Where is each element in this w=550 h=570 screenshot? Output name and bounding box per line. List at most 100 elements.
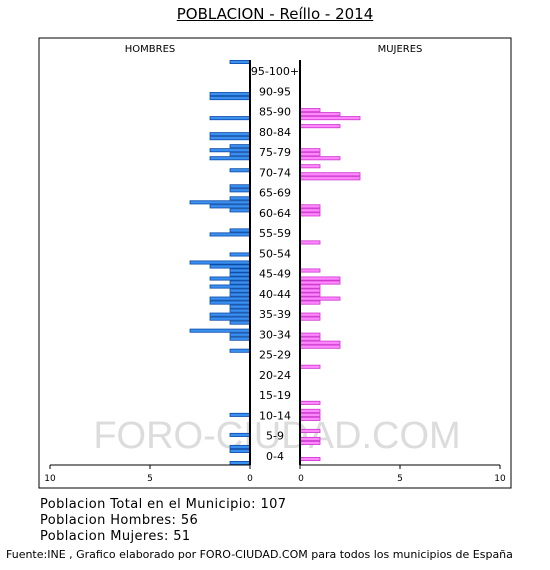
- chart-title-text: POBLACION - Reíllo - 2014: [176, 5, 374, 23]
- male-bar-age-45: [229, 280, 251, 285]
- female-bar-age-76: [299, 156, 341, 161]
- male-bar-age-46: [209, 276, 251, 281]
- male-bar-age-69: [229, 184, 251, 189]
- right-tick-label: 5: [397, 474, 403, 484]
- age-group-label: 15-19: [259, 389, 291, 402]
- source-footer: Fuente:INE , Grafico elaborado por FORO-…: [6, 548, 513, 561]
- male-bar-age-38: [229, 308, 251, 313]
- female-bar-age-88: [299, 108, 321, 113]
- age-group-label: 80-84: [259, 126, 291, 139]
- mujeres-header: MUJERES: [378, 44, 423, 55]
- male-bar-age-91: [209, 96, 251, 101]
- female-bar-age-8: [299, 428, 321, 433]
- male-bar-age-12: [229, 412, 251, 417]
- female-bar-age-45: [299, 280, 341, 285]
- female-bar-age-63: [299, 208, 321, 213]
- female-bar-age-72: [299, 172, 361, 177]
- hombres-header: HOMBRES: [125, 44, 176, 55]
- male-bar-age-73: [229, 168, 251, 173]
- female-bar-age-6: [299, 436, 321, 441]
- age-group-label: 50-54: [259, 247, 291, 260]
- female-bar-age-87: [299, 112, 341, 117]
- watermark-text: FORO-CIUDAD.COM: [93, 415, 460, 457]
- female-bar-age-12: [299, 412, 321, 417]
- right-tick-label: 0: [298, 474, 304, 484]
- age-group-label: 35-39: [259, 308, 291, 321]
- female-bar-age-36: [299, 316, 321, 321]
- male-bar-age-4: [229, 444, 251, 449]
- male-bar-age-3: [229, 448, 251, 453]
- age-group-label: 45-49: [259, 268, 291, 281]
- female-bar-age-78: [299, 148, 321, 153]
- male-bar-age-35: [229, 320, 251, 325]
- age-group-label: 70-74: [259, 166, 291, 179]
- female-bar-age-74: [299, 164, 321, 169]
- female-bar-age-71: [299, 176, 361, 181]
- stat-male-population: Poblacion Hombres: 56: [40, 513, 199, 528]
- age-group-label: 40-44: [259, 288, 291, 301]
- age-group-labels: 95-100+ 90-95 85-90 80-84 75-79 70-74 65-69 60-…: [251, 65, 299, 463]
- male-bar-age-50: [189, 260, 251, 265]
- female-bar-age-64: [299, 204, 321, 209]
- male-bar-age-44: [209, 284, 251, 289]
- male-bar-age-92: [209, 92, 251, 97]
- male-bar-age-86: [209, 116, 251, 121]
- age-group-label: 75-79: [259, 146, 291, 159]
- age-group-label: 95-100+: [251, 65, 299, 78]
- male-bar-age-57: [209, 232, 251, 237]
- female-bar-age-62: [299, 212, 321, 217]
- left-tick-label: 10: [44, 474, 56, 484]
- male-bar-age-52: [229, 252, 251, 257]
- age-group-label: 85-90: [259, 106, 291, 119]
- male-bar-age-82: [209, 132, 251, 137]
- male-bar-age-39: [229, 304, 251, 309]
- female-bar-age-43: [299, 288, 321, 293]
- female-bar-age-40: [299, 300, 321, 305]
- male-bar-age-7: [229, 432, 251, 437]
- male-bar-age-37: [209, 312, 251, 317]
- male-bar-age-36: [209, 316, 251, 321]
- left-tick-label: 0: [247, 474, 253, 484]
- age-group-label: 60-64: [259, 207, 291, 220]
- male-bar-age-64: [209, 204, 251, 209]
- male-bar-age-63: [229, 208, 251, 213]
- age-group-label: 10-14: [259, 409, 291, 422]
- male-bar-age-78: [209, 148, 251, 153]
- male-bar-age-41: [209, 296, 251, 301]
- male-bar-age-100: [229, 60, 251, 65]
- female-bar-age-41: [299, 296, 341, 301]
- plot-frame: [38, 37, 512, 489]
- male-bar-age-40: [209, 300, 251, 305]
- male-bar-age-58: [229, 228, 251, 233]
- male-bar-age-31: [229, 336, 251, 341]
- female-bar-age-44: [299, 284, 321, 289]
- female-bar-age-55: [299, 240, 321, 245]
- left-tick-label: 5: [147, 474, 153, 484]
- female-bar-age-1: [299, 456, 321, 461]
- male-bar-age-49: [209, 264, 251, 269]
- stat-total-population: Poblacion Total en el Municipio: 107: [40, 497, 287, 512]
- female-bar-age-84: [299, 124, 341, 129]
- stat-female-population: Poblacion Mujeres: 51: [40, 529, 191, 544]
- male-bar-age-81: [209, 136, 251, 141]
- age-group-label: 65-69: [259, 187, 291, 200]
- female-bar-age-24: [299, 364, 321, 369]
- male-bar-age-77: [229, 152, 251, 157]
- age-group-label: 20-24: [259, 369, 291, 382]
- female-bar-age-77: [299, 152, 321, 157]
- male-bar-age-43: [229, 288, 251, 293]
- female-bar-age-5: [299, 440, 321, 445]
- x-axis-ticks: 10 5 0 0 5 10: [44, 465, 506, 484]
- age-group-label: 55-59: [259, 227, 291, 240]
- female-bar-age-29: [299, 344, 341, 349]
- male-bar-age-32: [229, 332, 251, 337]
- female-bar-age-46: [299, 276, 341, 281]
- male-bar-age-47: [229, 272, 251, 277]
- female-bar-age-30: [299, 340, 341, 345]
- right-tick-label: 10: [494, 474, 506, 484]
- male-bar-age-33: [189, 328, 251, 333]
- female-bar-age-15: [299, 400, 321, 405]
- male-bar-age-76: [209, 156, 251, 161]
- male-bar-age-79: [229, 144, 251, 149]
- male-bar-age-68: [229, 188, 251, 193]
